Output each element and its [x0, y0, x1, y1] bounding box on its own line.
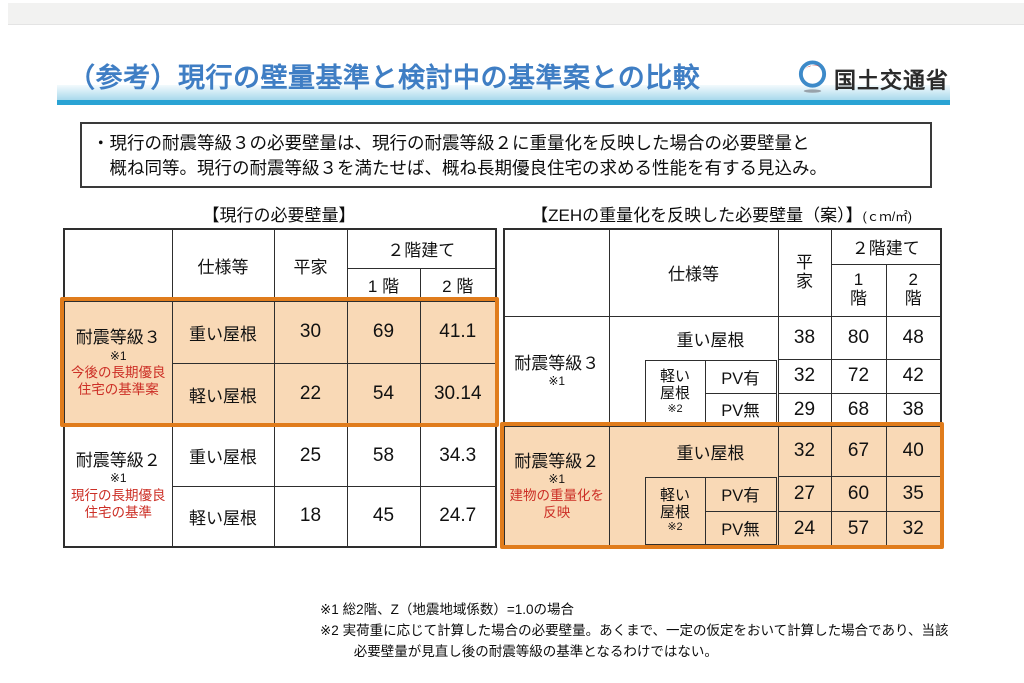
right-table-title: 【ZEHの重量化を反映した必要壁量（案）】(ｃｍ/㎡) — [498, 201, 945, 226]
value-cell: 57 — [830, 510, 887, 548]
header-spec: 仕様等 — [171, 228, 275, 302]
header-flat: 平家 — [273, 228, 348, 302]
value-cell: 54 — [346, 362, 421, 426]
heavy-roof-label: 重い屋根 — [676, 444, 745, 463]
pv-yes-label: PV有 — [705, 478, 776, 512]
grade3-red-note: 今後の長期優良 住宅の基準案 — [71, 364, 166, 397]
value-cell: 68 — [830, 392, 887, 427]
value-cell: 38 — [777, 315, 832, 360]
spec-cell: 重い屋根 — [171, 300, 275, 364]
header-flat: 平 家 — [777, 228, 832, 317]
light-roof-subtable: 軽い 屋根 ※2 PV有 PV無 — [644, 476, 777, 545]
value-cell: 38 — [885, 392, 942, 427]
value-cell: 41.1 — [419, 300, 497, 364]
light-roof-label: 軽い 屋根 ※2 — [646, 360, 706, 424]
summary-note-box: ・現行の耐震等級３の必要壁量は、現行の耐震等級２に重量化を反映した場合の必要壁量… — [80, 122, 932, 188]
row-group-label-grade2: 耐震等級２ ※1 現行の長期優良 住宅の基準 — [63, 424, 173, 548]
window-top-strip — [8, 3, 1024, 25]
value-cell: 34.3 — [419, 424, 497, 487]
value-cell: 80 — [830, 315, 887, 360]
row-group-label-grade3: 耐震等級３ ※1 今後の長期優良 住宅の基準案 — [63, 300, 173, 426]
value-cell: 27 — [777, 475, 832, 512]
header-blank-cell — [503, 228, 610, 317]
value-cell: 35 — [885, 475, 942, 512]
header-floor1: 1 階 — [346, 267, 421, 302]
light-roof-subtable: 軽い 屋根 ※2 PV有 PV無 — [644, 359, 777, 425]
mlit-logo-icon — [796, 58, 829, 99]
value-cell: 22 — [273, 362, 348, 426]
title-underline-band — [57, 85, 950, 100]
spec-group-cell: 重い屋根 軽い 屋根 ※2 PV有 PV無 — [608, 425, 779, 548]
left-table-title: 【現行の必要壁量】 — [202, 206, 356, 225]
mlit-logo: 国土交通省 — [796, 58, 949, 99]
value-cell: 30.14 — [419, 362, 497, 426]
value-cell: 60 — [830, 475, 887, 512]
value-cell: 67 — [830, 425, 887, 477]
value-cell: 40 — [885, 425, 942, 477]
right-table-unit: (ｃｍ/㎡) — [862, 210, 912, 224]
right-table-title-text: 【ZEHの重量化を反映した必要壁量（案）】 — [531, 206, 863, 225]
footnote-1: ※1 総2階、Z（地震地域係数）=1.0の場合 — [320, 602, 574, 617]
value-cell: 42 — [885, 358, 942, 394]
grade2-red-note: 建物の重量化を 反映 — [509, 488, 605, 521]
value-cell: 45 — [346, 485, 421, 548]
light-roof-label: 軽い 屋根 ※2 — [646, 477, 706, 544]
header-two-story: ２階建て — [830, 228, 942, 265]
value-cell: 48 — [885, 315, 942, 360]
row-group-label-grade3: 耐震等級３ ※1 — [503, 315, 610, 427]
value-cell: 24.7 — [419, 485, 497, 548]
page-title: （参考）現行の壁量基準と検討中の基準案との比較 — [68, 63, 701, 93]
value-cell: 25 — [273, 424, 348, 487]
value-cell: 72 — [830, 358, 887, 394]
header-floor2: 2 階 — [419, 267, 497, 302]
value-cell: 24 — [777, 510, 832, 548]
value-cell: 69 — [346, 300, 421, 364]
row-group-label-grade2: 耐震等級２ ※1 建物の重量化を 反映 — [503, 425, 610, 548]
heavy-roof-label: 重い屋根 — [676, 330, 745, 350]
value-cell: 32 — [777, 358, 832, 394]
mlit-logo-text: 国土交通省 — [834, 67, 950, 93]
header-two-story: ２階建て — [346, 228, 497, 269]
pv-yes-label: PV有 — [705, 361, 776, 394]
footnote-2-continued: 必要壁量が見直し後の耐震等級の基準となるわけではない。 — [353, 643, 718, 659]
header-spec: 仕様等 — [608, 228, 779, 317]
value-cell: 32 — [885, 510, 942, 548]
value-cell: 58 — [346, 424, 421, 487]
value-cell: 30 — [273, 300, 348, 364]
zeh-wall-quantity-table: 仕様等 平 家 ２階建て 1 階 2 階 耐震等級３ ※1 重い屋根 軽い — [500, 228, 944, 549]
footnote-2: ※2 実荷重に応じて計算した場合の必要壁量。あくまで、一定の仮定をおいて計算した… — [320, 622, 949, 638]
pv-no-label: PV無 — [721, 401, 760, 420]
title-underline-line — [57, 100, 950, 105]
spec-group-cell: 重い屋根 軽い 屋根 ※2 PV有 PV無 — [608, 315, 779, 427]
footnotes: ※1 総2階、Z（地震地域係数）=1.0の場合 ※2 実荷重に応じて計算した場合… — [320, 600, 948, 663]
spec-cell: 軽い屋根 — [171, 362, 275, 426]
spec-cell: 軽い屋根 — [171, 485, 275, 548]
summary-note-text: ・現行の耐震等級３の必要壁量は、現行の耐震等級２に重量化を反映した場合の必要壁量… — [92, 133, 827, 179]
header-floor2: 2 階 — [885, 263, 942, 317]
value-cell: 32 — [777, 425, 832, 477]
header-floor1: 1 階 — [830, 263, 887, 317]
value-cell: 29 — [777, 392, 832, 427]
value-cell: 18 — [273, 485, 348, 548]
grade2-red-note: 現行の長期優良 住宅の基準 — [71, 487, 166, 520]
current-wall-quantity-table: 仕様等 平家 ２階建て 1 階 2 階 耐震等級３ ※1 今後の長期優良 住宅の… — [60, 228, 499, 548]
header-blank-cell — [63, 228, 173, 302]
spec-cell: 重い屋根 — [171, 424, 275, 487]
pv-no-label: PV無 — [721, 520, 760, 539]
